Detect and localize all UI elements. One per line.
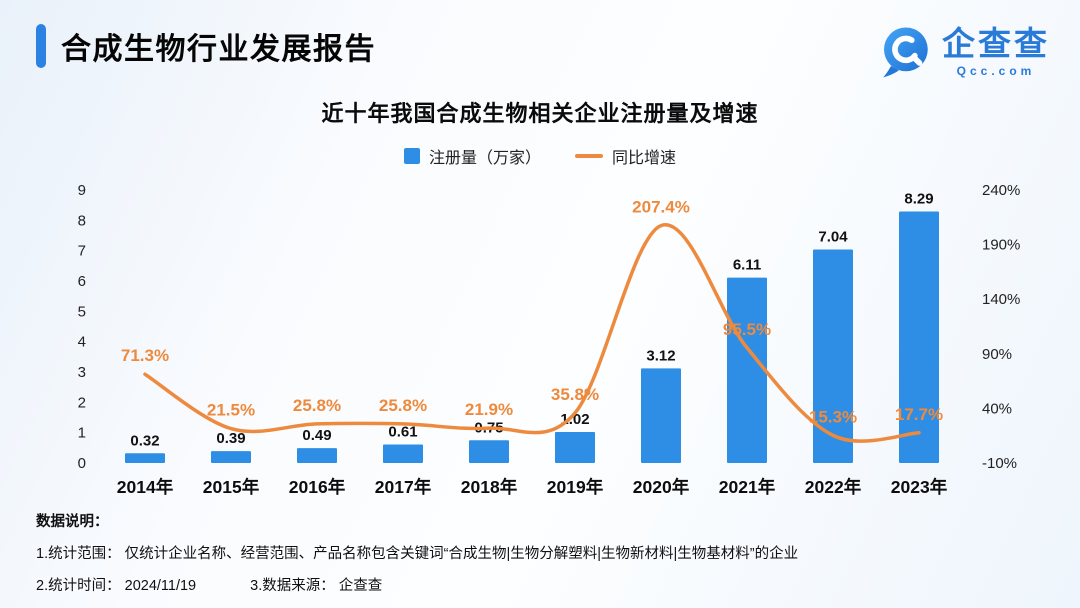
x-axis-label: 2019年 xyxy=(547,477,604,497)
growth-label: 71.3% xyxy=(121,346,169,365)
bar-value-label: 6.11 xyxy=(733,257,761,274)
growth-label: 21.9% xyxy=(465,400,513,419)
x-axis-label: 2015年 xyxy=(203,477,260,497)
title-accent-bar xyxy=(36,24,46,68)
bar-value-label: 0.61 xyxy=(388,423,417,440)
growth-label: 95.5% xyxy=(723,320,771,339)
growth-line xyxy=(143,223,921,443)
left-axis-tick: 9 xyxy=(78,182,86,199)
right-axis-tick: -10% xyxy=(982,455,1017,472)
legend-line-label: 同比增速 xyxy=(612,150,677,167)
right-axis-tick: 190% xyxy=(982,237,1020,254)
growth-label: 25.8% xyxy=(293,396,341,415)
growth-label: 17.7% xyxy=(895,405,943,424)
x-axis-label: 2018年 xyxy=(461,477,518,497)
x-axis-label: 2020年 xyxy=(633,477,690,497)
bar-2014年 xyxy=(125,453,165,463)
bar-value-label: 0.32 xyxy=(130,432,159,449)
left-axis-tick: 3 xyxy=(78,364,86,381)
footer-time: 2.统计时间： 2024/11/19 xyxy=(36,574,196,595)
footer-source-label: 3.数据来源： xyxy=(250,578,335,594)
qcc-logo: 企查查 Qcc.com xyxy=(877,24,1050,80)
bar-2017年 xyxy=(383,444,423,463)
bar-value-label: 3.12 xyxy=(646,347,675,364)
footer-notes: 数据说明： 1.统计范围： 仅统计企业名称、经营范围、产品名称包含关键词“合成生… xyxy=(36,510,798,606)
x-axis-label: 2023年 xyxy=(891,477,948,497)
growth-label: 15.3% xyxy=(809,407,857,426)
bar-2019年 xyxy=(555,432,595,463)
bar-2016年 xyxy=(297,448,337,463)
left-axis-tick: 5 xyxy=(78,303,86,320)
growth-label: 25.8% xyxy=(379,396,427,415)
left-axis-tick: 2 xyxy=(78,394,86,411)
right-axis-tick: 90% xyxy=(982,346,1012,363)
x-axis-label: 2022年 xyxy=(805,477,862,497)
bar-value-label: 7.04 xyxy=(818,228,848,245)
growth-label: 35.8% xyxy=(551,385,599,404)
left-axis-tick: 1 xyxy=(78,425,86,442)
bar-value-label: 0.39 xyxy=(216,430,245,447)
x-axis-label: 2017年 xyxy=(375,477,432,497)
bar-2021年 xyxy=(727,277,767,463)
bar-2023年 xyxy=(899,211,939,463)
qcc-logo-icon xyxy=(883,27,928,78)
legend-line-swatch xyxy=(575,154,603,158)
left-axis-tick: 6 xyxy=(78,273,86,290)
left-axis-tick: 0 xyxy=(78,455,86,472)
x-axis-label: 2014年 xyxy=(117,477,174,497)
legend-bar-swatch xyxy=(403,148,420,164)
bar-2020年 xyxy=(641,368,681,463)
footer-scope-note: 1.统计范围： 仅统计企业名称、经营范围、产品名称包含关键词“合成生物|生物分解… xyxy=(36,546,799,562)
report-title-wrap: 合成生物行业发展报告 xyxy=(36,24,376,68)
qcc-logo-brand: 企查查 xyxy=(942,24,1050,62)
bar-value-label: 1.02 xyxy=(560,411,589,428)
report-title: 合成生物行业发展报告 xyxy=(61,33,376,66)
bar-2015年 xyxy=(211,451,251,463)
growth-label: 207.4% xyxy=(632,198,690,217)
qcc-logo-text: 企查查 Qcc.com xyxy=(942,27,1050,78)
footer-time-label: 2.统计时间： xyxy=(36,578,121,594)
legend-item-bars: 注册量（万家） xyxy=(403,144,541,168)
chart-section: 近十年我国合成生物相关企业注册量及增速 注册量（万家） 同比增速 0 1 2 3 4 5 6… xyxy=(0,90,1080,513)
footer-source: 3.数据来源： 企查查 xyxy=(250,574,382,595)
right-axis-tick: 140% xyxy=(982,291,1020,308)
header: 合成生物行业发展报告 企查查 Qcc.com xyxy=(36,24,1050,80)
footer-meta-row: 2.统计时间： 2024/11/19 3.数据来源： 企查查 xyxy=(36,574,798,595)
right-axis-tick: 240% xyxy=(982,182,1020,199)
footer-time-value: 2024/11/19 xyxy=(124,578,197,594)
growth-label: 21.5% xyxy=(207,401,255,420)
right-axis-tick: 40% xyxy=(982,400,1012,417)
chart-title: 近十年我国合成生物相关企业注册量及增速 xyxy=(321,101,759,126)
x-axis-label: 2021年 xyxy=(719,477,776,497)
combo-chart: 0 1 2 3 4 5 6 7 8 9 -10% 40% 90% 140% 190% 240% 0.32 0.39… xyxy=(78,182,1021,497)
bar-2018年 xyxy=(469,440,509,463)
chart-legend: 注册量（万家） 同比增速 xyxy=(403,144,676,168)
left-axis-tick: 4 xyxy=(78,334,86,351)
left-axis-tick: 7 xyxy=(78,243,86,260)
bar-value-label: 8.29 xyxy=(904,191,933,208)
qcc-logo-domain: Qcc.com xyxy=(956,63,1036,78)
left-axis-tick: 8 xyxy=(78,212,86,229)
bar-value-label: 0.49 xyxy=(302,427,331,444)
bar-2022年 xyxy=(813,249,853,463)
footer-heading: 数据说明： xyxy=(36,514,109,530)
x-axis-label: 2016年 xyxy=(289,477,346,497)
legend-bar-label: 注册量（万家） xyxy=(428,150,541,167)
legend-item-line: 同比增速 xyxy=(575,144,676,168)
footer-source-value: 企查查 xyxy=(338,578,383,594)
